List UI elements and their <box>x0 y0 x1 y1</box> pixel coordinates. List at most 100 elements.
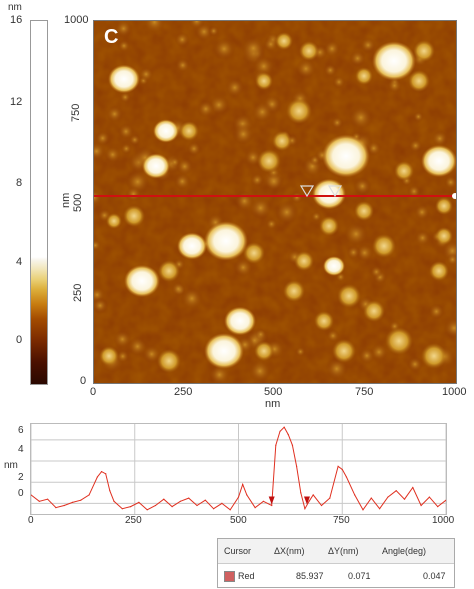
afm-y-tick: 0 <box>80 375 87 387</box>
afm-y-tick: 750 <box>70 103 82 122</box>
afm-grain-medium <box>106 213 122 229</box>
profile-data-point <box>71 501 74 503</box>
cursor-table-header <box>218 539 454 564</box>
afm-grain-small <box>117 39 131 53</box>
afm-grain-large <box>421 144 456 178</box>
afm-grain-small <box>188 21 205 30</box>
afm-x-tick: 250 <box>174 386 193 398</box>
afm-grain-medium <box>275 32 293 50</box>
header-cursor: Cursor <box>224 546 252 556</box>
afm-grain-medium <box>123 205 145 227</box>
profile-data-point <box>345 476 347 478</box>
afm-grain-medium <box>294 251 314 271</box>
afm-grain-medium <box>314 311 334 331</box>
panel-label: C <box>104 26 119 48</box>
profile-data-point <box>329 497 331 499</box>
afm-grain-small <box>106 105 124 123</box>
afm-grain-small <box>275 200 299 224</box>
afm-grain-small <box>143 21 166 33</box>
afm-grain-small <box>444 175 456 189</box>
profile-data-point <box>171 505 173 508</box>
afm-grain-small <box>233 258 253 277</box>
profile-data-point <box>262 500 264 502</box>
afm-grain-small <box>248 359 272 383</box>
afm-grain-small <box>125 186 142 202</box>
afm-height-image[interactable]: C <box>93 20 457 384</box>
afm-grain-medium <box>319 216 339 236</box>
afm-grain-small <box>95 130 111 146</box>
afm-grain-small <box>323 63 337 77</box>
profile-data-point <box>88 494 90 496</box>
profile-data-point <box>80 499 82 501</box>
afm-grain-large <box>204 221 248 261</box>
profile-data-point <box>308 500 310 502</box>
colorbar-tick: 16 <box>10 14 23 26</box>
profile-data-point <box>229 509 231 511</box>
afm-grain-large <box>224 306 256 336</box>
profile-data-point <box>254 507 256 509</box>
profile-data-point <box>341 468 343 471</box>
afm-grain-medium <box>435 227 453 245</box>
afm-grain-small <box>94 297 109 314</box>
profile-data-point <box>296 465 298 467</box>
profile-data-point <box>196 504 198 507</box>
profile-y-unit: nm <box>4 460 18 471</box>
afm-y-unit: nm <box>60 192 72 208</box>
profile-x-tick: 1000 <box>432 515 455 526</box>
afm-grain-small <box>349 50 366 67</box>
afm-grain-small <box>407 356 423 372</box>
profile-x-tick: 250 <box>125 515 142 526</box>
profile-y-tick: 6 <box>18 425 24 436</box>
afm-grain-small <box>171 281 186 296</box>
profile-data-point <box>246 494 248 496</box>
profile-data-point <box>379 508 381 510</box>
afm-grain-small <box>346 245 361 260</box>
profile-data-point <box>154 504 157 507</box>
afm-grain-small <box>331 116 344 129</box>
profile-data-point <box>146 509 148 511</box>
afm-grain-small <box>186 141 202 156</box>
afm-grain-medium <box>243 242 265 264</box>
profile-data-point <box>337 465 339 467</box>
afm-x-tick: 750 <box>355 386 374 398</box>
profile-data-point <box>179 500 181 502</box>
afm-grain-small <box>265 172 283 191</box>
afm-grain-small <box>138 66 154 82</box>
afm-grain-medium <box>286 98 312 124</box>
afm-grain-small <box>325 357 348 380</box>
profile-y-tick: 2 <box>18 472 24 483</box>
line-end-handle <box>452 193 456 199</box>
profile-data-point <box>275 444 277 446</box>
profile-data-point <box>105 473 107 475</box>
afm-grain-small <box>353 177 372 196</box>
header-dy: ΔY(nm) <box>328 546 359 556</box>
height-profile-plot[interactable] <box>30 423 447 515</box>
afm-grain-large <box>322 134 370 178</box>
afm-grain-small <box>407 184 421 199</box>
profile-data-point <box>312 494 314 496</box>
afm-x-unit: nm <box>265 398 281 410</box>
afm-grain-medium <box>299 41 319 61</box>
afm-grain-small <box>208 25 220 37</box>
afm-grain-medium <box>435 197 453 215</box>
profile-data-point <box>30 494 32 496</box>
afm-grain-large <box>323 256 345 276</box>
profile-data-point <box>304 508 306 510</box>
header-dx: ΔX(nm) <box>274 546 305 556</box>
cursor-row-name[interactable]: Red <box>238 571 255 581</box>
afm-grain-small <box>241 36 266 61</box>
profile-data-point <box>221 502 223 505</box>
afm-grain-large <box>204 333 244 369</box>
afm-grain-small <box>263 36 279 52</box>
profile-x-tick: 0 <box>28 515 34 526</box>
cursor-row-angle: 0.047 <box>423 571 446 581</box>
profile-x-tick: 500 <box>230 515 247 526</box>
afm-grain-small <box>265 218 278 230</box>
afm-grain-small <box>414 204 430 221</box>
profile-data-point <box>271 504 273 507</box>
afm-y-tick: 250 <box>72 283 84 302</box>
afm-grain-medium <box>421 343 447 369</box>
afm-grain-medium <box>354 201 374 221</box>
afm-grain-small <box>311 211 322 223</box>
afm-grain-small <box>197 100 215 118</box>
